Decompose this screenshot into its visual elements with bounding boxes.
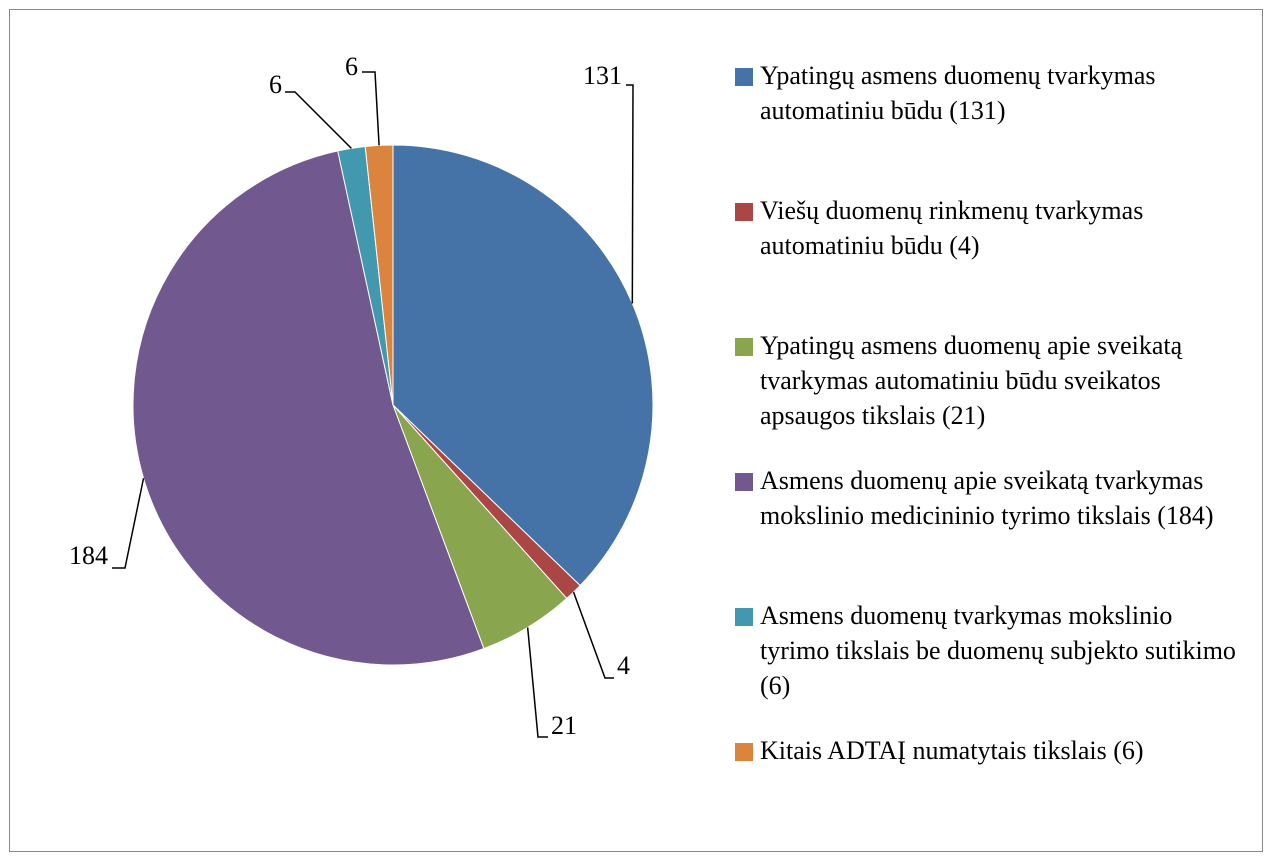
legend-item: Ypatingų asmens duomenų tvarkymas automa…: [735, 58, 1245, 128]
data-label: 131: [583, 61, 622, 90]
legend-item: Viešų duomenų rinkmenų tvarkymas automat…: [735, 193, 1245, 263]
leader-line: [362, 71, 380, 146]
legend-label: Ypatingų asmens duomenų tvarkymas automa…: [760, 61, 1156, 125]
data-label: 184: [69, 541, 108, 570]
leader-line: [526, 627, 548, 738]
legend-swatch: [735, 203, 753, 221]
legend-label: Asmens duomenų tvarkymas mokslinio tyrim…: [760, 601, 1236, 700]
data-label: 21: [551, 711, 577, 740]
leader-line: [112, 478, 145, 569]
legend-swatch: [735, 68, 753, 86]
leader-line: [572, 591, 614, 679]
pie-slice: [364, 144, 394, 406]
legend-label: Kitais ADTAĮ numatytais tikslais (6): [760, 736, 1144, 765]
legend-item: Asmens duomenų tvarkymas mokslinio tyrim…: [735, 598, 1245, 703]
legend-item: Ypatingų asmens duomenų apie sveikatą tv…: [735, 328, 1245, 433]
leader-line: [626, 84, 634, 304]
legend-item: Kitais ADTAĮ numatytais tikslais (6): [735, 733, 1245, 768]
data-label: 6: [345, 52, 358, 81]
data-label: 4: [617, 651, 630, 680]
legend-label: Viešų duomenų rinkmenų tvarkymas automat…: [760, 196, 1144, 260]
legend-item: Asmens duomenų apie sveikatą tvarkymas m…: [735, 463, 1245, 533]
legend-swatch: [735, 608, 753, 626]
legend-label: Asmens duomenų apie sveikatą tvarkymas m…: [760, 466, 1214, 530]
data-label: 6: [269, 70, 282, 99]
legend-swatch: [735, 743, 753, 761]
legend-swatch: [735, 473, 753, 491]
leader-line: [285, 91, 352, 149]
legend-label: Ypatingų asmens duomenų apie sveikatą tv…: [760, 331, 1183, 430]
legend-swatch: [735, 338, 753, 356]
